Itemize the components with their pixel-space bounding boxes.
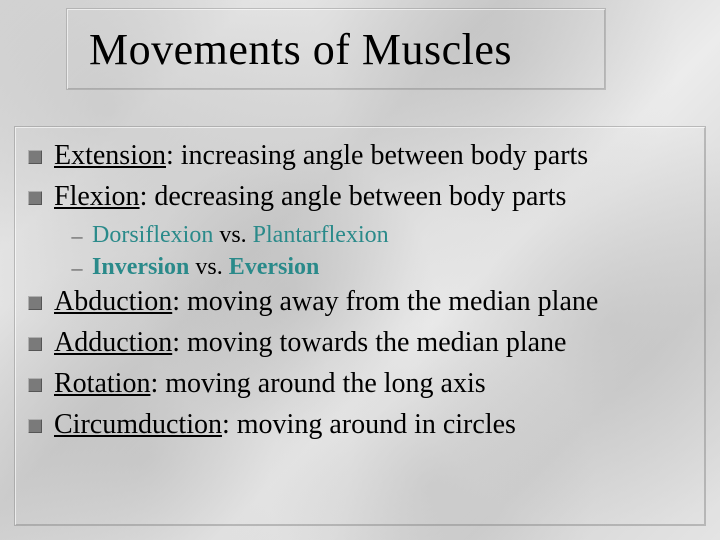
term-desc: : moving away from the median plane bbox=[172, 286, 598, 317]
bullet-text: Extension: increasing angle between body… bbox=[54, 138, 588, 173]
slide-title: Movements of Muscles bbox=[89, 24, 512, 75]
sub-bullet-item: – Dorsiflexion vs. Plantarflexion bbox=[70, 220, 692, 250]
term: Rotation bbox=[54, 368, 150, 399]
term: Flexion bbox=[54, 181, 140, 212]
sub-text: Dorsiflexion vs. Plantarflexion bbox=[92, 220, 389, 250]
term-desc: : decreasing angle between body parts bbox=[140, 181, 567, 212]
sub-vs: vs. bbox=[189, 254, 228, 280]
dash-icon: – bbox=[70, 223, 84, 249]
sub-term-b: Eversion bbox=[229, 254, 320, 280]
bullet-item: Flexion: decreasing angle between body p… bbox=[28, 179, 692, 214]
bullet-square-icon bbox=[28, 419, 42, 433]
sub-term-a: Inversion bbox=[92, 254, 189, 280]
sub-bullet-item: – Inversion vs. Eversion bbox=[70, 252, 692, 282]
bullet-item: Circumduction: moving around in circles bbox=[28, 407, 692, 442]
sub-term-a: Dorsiflexion bbox=[92, 222, 213, 248]
title-box: Movements of Muscles bbox=[66, 8, 606, 90]
bullet-text: Adduction: moving towards the median pla… bbox=[54, 325, 566, 360]
bullet-square-icon bbox=[28, 150, 42, 164]
bullet-text: Rotation: moving around the long axis bbox=[54, 366, 486, 401]
bullet-text: Flexion: decreasing angle between body p… bbox=[54, 179, 566, 214]
bullet-item: Rotation: moving around the long axis bbox=[28, 366, 692, 401]
term-desc: : increasing angle between body parts bbox=[166, 140, 588, 171]
sub-text: Inversion vs. Eversion bbox=[92, 252, 319, 282]
term: Adduction bbox=[54, 327, 172, 358]
bullet-square-icon bbox=[28, 378, 42, 392]
bullet-square-icon bbox=[28, 337, 42, 351]
bullet-text: Circumduction: moving around in circles bbox=[54, 407, 516, 442]
bullet-text: Abduction: moving away from the median p… bbox=[54, 284, 598, 319]
term: Extension bbox=[54, 140, 166, 171]
bullet-item: Extension: increasing angle between body… bbox=[28, 138, 692, 173]
sub-vs: vs. bbox=[213, 222, 252, 248]
term-desc: : moving around in circles bbox=[222, 409, 516, 440]
term: Circumduction bbox=[54, 409, 222, 440]
bullet-square-icon bbox=[28, 296, 42, 310]
term-desc: : moving towards the median plane bbox=[172, 327, 566, 358]
bullet-item: Abduction: moving away from the median p… bbox=[28, 284, 692, 319]
sub-term-b: Plantarflexion bbox=[253, 222, 389, 248]
dash-icon: – bbox=[70, 255, 84, 281]
term: Abduction bbox=[54, 286, 172, 317]
content-area: Extension: increasing angle between body… bbox=[28, 138, 692, 448]
bullet-square-icon bbox=[28, 191, 42, 205]
bullet-item: Adduction: moving towards the median pla… bbox=[28, 325, 692, 360]
term-desc: : moving around the long axis bbox=[150, 368, 485, 399]
